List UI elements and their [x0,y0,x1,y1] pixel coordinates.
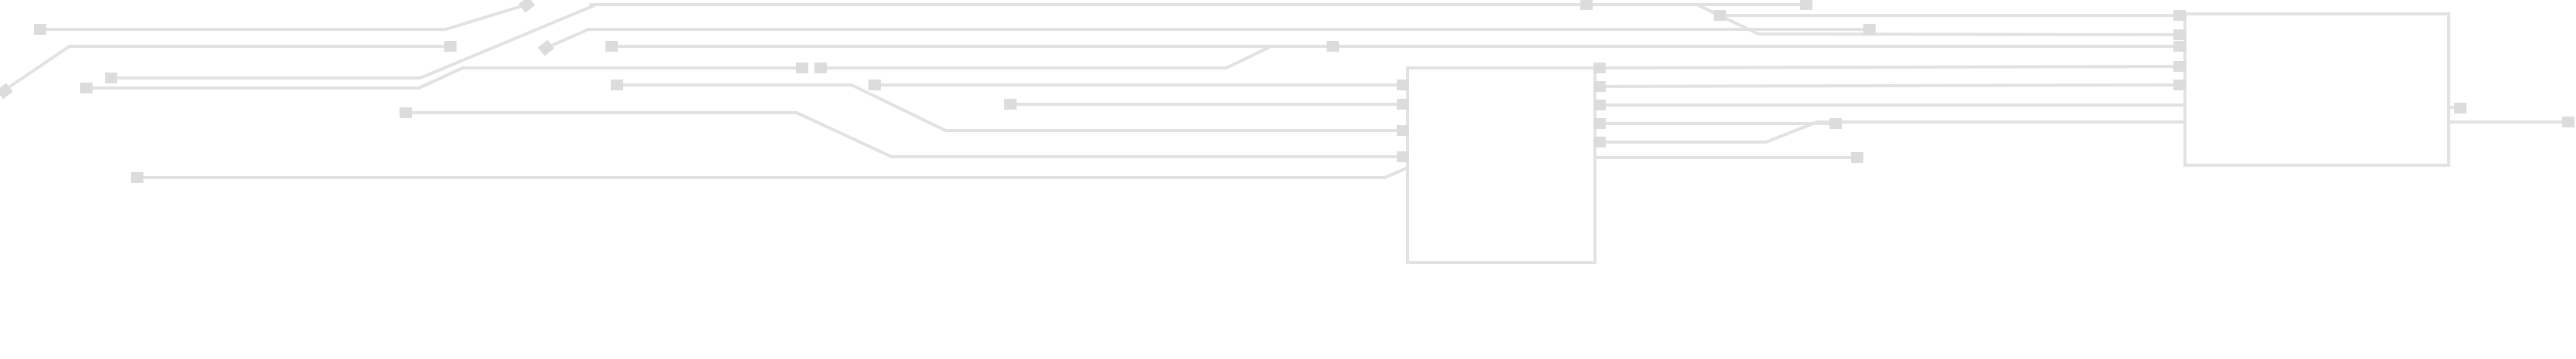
trace-wire-14 [622,83,1408,132]
pad-10 [1327,41,1339,52]
pad-23 [1593,100,1606,110]
pad-16 [2173,10,2186,21]
pad-28 [1397,80,1409,90]
chip-center [1406,66,1597,264]
trace-wire-3 [6,45,446,90]
pad-21 [1593,81,1606,92]
pad-25 [611,80,623,90]
pad-15 [1714,10,1726,21]
pad-24 [2454,103,2466,113]
pad-6 [105,73,117,83]
pad-12 [796,63,808,73]
pad-4 [0,83,13,100]
trace-wire-7 [91,66,797,90]
pad-8 [1863,24,1876,35]
pad-19 [1593,63,1606,73]
pad-1 [34,24,46,35]
trace-wire-1 [43,5,522,31]
pad-9 [605,41,618,52]
pad-7 [538,39,555,56]
trace-wire-10 [1592,3,2185,36]
pad-13 [814,63,827,73]
trace-wire-4 [117,3,597,80]
pad-34 [1851,152,1863,163]
pad-5 [444,41,457,52]
trace-wire-17 [410,111,1408,158]
pad-30 [1397,99,1409,110]
trace-wire-8 [825,45,2184,69]
pad-36 [1829,118,1842,129]
pad-38 [2562,117,2574,127]
pad-11 [80,83,93,93]
pad-37 [1593,137,1606,147]
pad-22 [2173,80,2186,90]
pad-29 [1004,99,1017,110]
pad-31 [400,107,412,118]
pads [0,0,2574,183]
pad-20 [2173,61,2186,72]
pad-33 [131,172,143,183]
pad-14 [2173,41,2186,52]
pad-26 [1397,125,1409,136]
pad-27 [868,80,881,90]
pad-32 [1397,151,1409,162]
pad-2 [518,0,535,13]
pad-17 [1580,0,1593,10]
pad-18 [2173,29,2186,40]
pad-3 [1800,0,1812,10]
trace-wire-5 [549,28,1865,48]
pad-35 [1593,118,1606,129]
trace-wire-12 [1594,83,2185,88]
chips [1406,12,2450,264]
trace-wire-11 [1594,65,2185,69]
chip-right [2183,12,2450,167]
